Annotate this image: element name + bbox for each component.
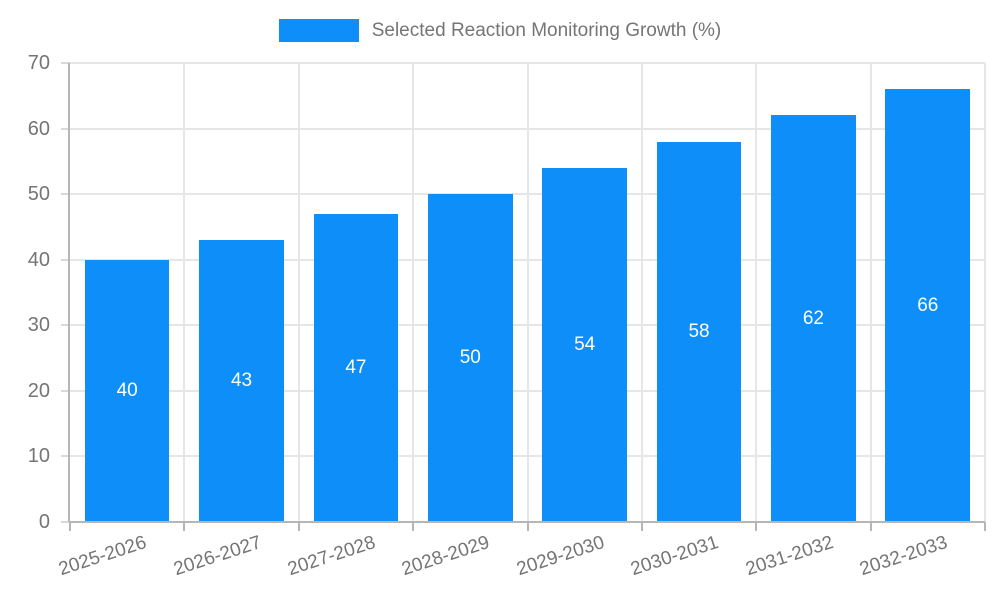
bar-value-label: 62 (802, 307, 824, 329)
bar-value-label: 66 (917, 294, 939, 316)
bar-value-label: 43 (230, 370, 253, 392)
x-axis-tick-label: 2028-2029 (399, 532, 493, 581)
x-tick-mark (984, 522, 986, 531)
gridline-vertical (412, 63, 415, 522)
x-tick-mark (69, 522, 71, 531)
bar-value-label: 50 (459, 347, 481, 369)
bar-value-label: 47 (345, 356, 367, 378)
gridline-vertical (526, 63, 529, 522)
gridline-vertical (297, 63, 300, 522)
y-tick-mark (61, 455, 70, 458)
bar-2025-2026[interactable]: 40 (84, 259, 170, 522)
y-axis-tick-label: 50 (27, 183, 50, 206)
gridline-vertical (183, 63, 186, 522)
y-tick-mark (61, 324, 70, 327)
x-tick-mark (755, 522, 758, 531)
bar-2031-2032[interactable]: 62 (771, 115, 856, 522)
plot-area: 40 43 47 50 54 58 62 66 (61, 62, 986, 531)
y-axis-tick-label: 30 (27, 314, 50, 337)
x-axis-tick-label: 2032-2033 (857, 532, 950, 581)
bar-2026-2027[interactable]: 43 (199, 240, 284, 522)
y-tick-mark (61, 521, 70, 523)
y-axis-tick-label: 60 (27, 117, 50, 140)
legend-swatch (278, 19, 359, 42)
y-tick-mark (61, 127, 70, 130)
bar-value-label: 58 (688, 320, 710, 342)
x-tick-mark (526, 522, 529, 531)
x-tick-mark (183, 522, 186, 531)
y-tick-mark (61, 193, 70, 196)
x-axis-tick-label: 2026-2027 (170, 532, 264, 581)
x-tick-mark (412, 522, 415, 531)
legend: Selected Reaction Monitoring Growth (%) (0, 19, 1000, 42)
y-axis-line (68, 63, 70, 522)
x-axis-tick-label: 2029-2030 (513, 532, 607, 581)
y-axis-tick-label: 10 (27, 445, 50, 468)
x-axis: 2025-2026 2026-2027 2027-2028 2028-2029 2029… (56, 524, 985, 600)
y-tick-mark (61, 258, 70, 261)
bar-value-label: 40 (116, 379, 138, 401)
gridline-vertical (640, 63, 643, 522)
y-axis-tick-label: 20 (27, 379, 50, 402)
x-axis-tick-label: 2025-2026 (56, 532, 150, 581)
y-tick-mark (61, 62, 70, 64)
chart-title: Selected Reaction Monitoring Growth (%) (371, 19, 722, 41)
gridline-vertical (984, 63, 986, 522)
gridline-vertical (869, 63, 872, 522)
bar-2030-2031[interactable]: 58 (656, 141, 742, 522)
x-tick-mark (640, 522, 643, 531)
x-axis-tick-label: 2027-2028 (285, 532, 379, 581)
y-tick-mark (61, 389, 70, 392)
y-axis-tick-label: 0 (38, 511, 50, 533)
x-axis-baseline (70, 521, 985, 523)
bar-value-label: 54 (574, 333, 596, 355)
bar-2029-2030[interactable]: 54 (542, 167, 627, 522)
x-tick-mark (869, 522, 872, 531)
gridline-vertical (755, 63, 758, 522)
x-axis-tick-label: 2030-2031 (628, 532, 722, 581)
x-tick-mark (297, 522, 300, 531)
bar-2032-2033[interactable]: 66 (885, 89, 971, 522)
legend-item[interactable]: Selected Reaction Monitoring Growth (%) (278, 19, 722, 42)
y-axis: 0 10 20 30 40 50 60 70 (0, 53, 58, 532)
bar-2028-2029[interactable]: 50 (427, 194, 513, 522)
bar-2027-2028[interactable]: 47 (313, 213, 399, 522)
x-axis-tick-label: 2031-2032 (742, 532, 836, 581)
y-axis-tick-label: 40 (27, 248, 50, 271)
y-axis-tick-label: 70 (27, 52, 50, 74)
